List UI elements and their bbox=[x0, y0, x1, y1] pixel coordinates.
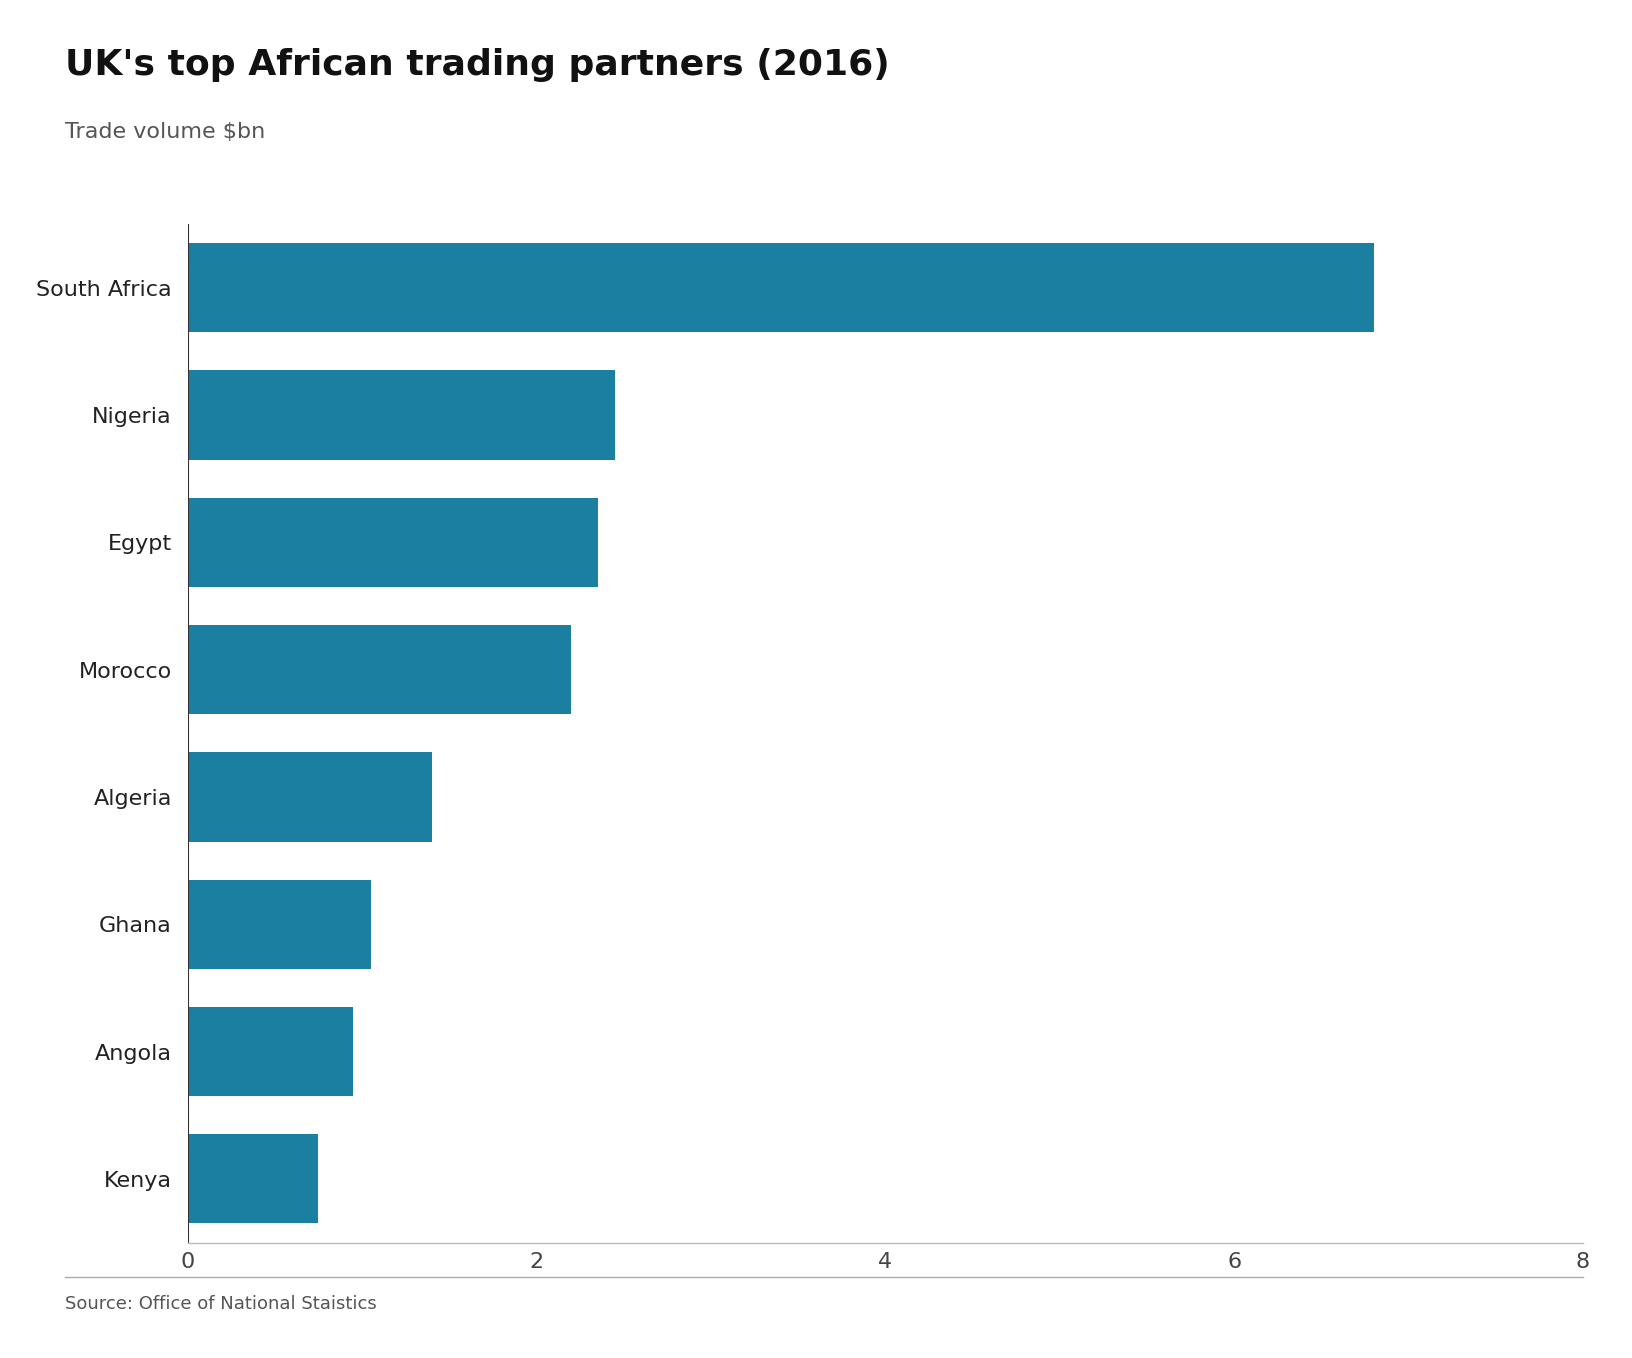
Text: UK's top African trading partners (2016): UK's top African trading partners (2016) bbox=[65, 48, 889, 81]
Bar bbox=[188, 752, 432, 842]
Bar bbox=[188, 625, 571, 714]
Text: Trade volume $bn: Trade volume $bn bbox=[65, 122, 266, 143]
Text: Source: Office of National Staistics: Source: Office of National Staistics bbox=[65, 1294, 377, 1313]
Bar bbox=[188, 243, 1374, 333]
Bar bbox=[188, 1008, 354, 1096]
Bar bbox=[188, 498, 597, 587]
Text: BBC: BBC bbox=[1526, 1304, 1572, 1323]
Bar bbox=[188, 1134, 318, 1224]
Bar bbox=[188, 880, 370, 968]
Bar bbox=[188, 371, 615, 459]
